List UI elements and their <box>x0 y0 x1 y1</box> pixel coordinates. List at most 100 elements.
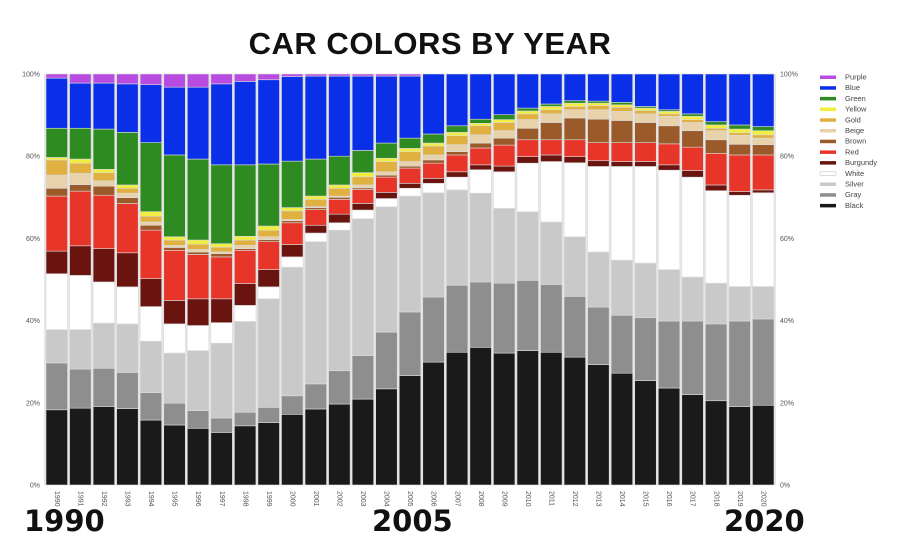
bar-segment-gold-1991 <box>69 162 92 174</box>
bar-segment-brown-1990 <box>45 187 68 197</box>
bar-segment-green-2005 <box>398 137 422 149</box>
bar-segment-yellow-2001 <box>304 195 327 200</box>
bar-segment-beige-1996 <box>186 249 210 253</box>
bar-segment-silver-2007 <box>446 189 469 286</box>
x-tick-label: 2006 <box>430 491 437 507</box>
bar-segment-brown-1991 <box>69 184 92 192</box>
bar-segment-white-2010 <box>516 162 539 212</box>
bar-segment-silver-2000 <box>281 266 304 397</box>
bar-segment-gold-1997 <box>210 246 233 253</box>
bar-segment-gray-2007 <box>446 284 469 353</box>
bar-segment-blue-1991 <box>69 82 92 129</box>
bar-segment-brown-2005 <box>398 165 422 169</box>
bar-segment-purple-1997 <box>210 73 233 85</box>
bar-segment-purple-1998 <box>234 73 257 82</box>
legend-label-black: Black <box>845 201 864 210</box>
bar-segment-burgundy-1992 <box>92 248 115 283</box>
bar-segment-black-2004 <box>375 388 398 486</box>
bar-segment-green-1998 <box>234 164 257 237</box>
bar-segment-silver-2008 <box>469 192 492 283</box>
bar-segment-beige-2017 <box>681 122 704 132</box>
legend-swatch-black <box>820 203 836 208</box>
x-tick-label: 1998 <box>241 491 248 507</box>
bar-segment-beige-2005 <box>398 161 422 167</box>
bar-segment-gray-2005 <box>398 311 422 376</box>
bar-segment-silver-2002 <box>328 229 351 372</box>
bar-segment-brown-2010 <box>516 127 539 141</box>
bar-segment-white-1996 <box>186 325 210 351</box>
bar-segment-burgundy-2011 <box>540 154 563 162</box>
bar-segment-silver-1995 <box>163 352 186 404</box>
bar-segment-blue-2019 <box>728 73 751 126</box>
bar-segment-brown-2020 <box>752 144 775 156</box>
bar-segment-blue-2000 <box>281 76 304 162</box>
bar-segment-brown-2007 <box>446 151 469 156</box>
bar-segment-yellow-1990 <box>45 157 68 161</box>
bar-segment-black-1991 <box>69 407 92 486</box>
legend-swatch-green <box>820 96 836 101</box>
bar-segment-gray-1992 <box>92 367 115 407</box>
bar-segment-gray-2016 <box>657 320 681 389</box>
bar-segment-blue-2002 <box>328 75 351 157</box>
bar-segment-gray-1998 <box>234 411 257 427</box>
bar-segment-black-2002 <box>328 403 351 486</box>
bar-segment-black-2019 <box>728 406 751 486</box>
bar-segment-silver-2012 <box>563 236 586 297</box>
bar-segment-gold-2016 <box>657 113 681 117</box>
bar-segment-gold-2014 <box>610 106 634 112</box>
bar-segment-beige-2014 <box>610 111 634 121</box>
x-tick-label: 2003 <box>359 491 366 507</box>
bar-segment-red-2009 <box>493 144 516 167</box>
x-tick-label: 2012 <box>571 491 578 507</box>
bar-segment-brown-2002 <box>328 197 351 200</box>
bar-segment-silver-2005 <box>398 195 422 313</box>
bar-segment-brown-1995 <box>163 247 186 251</box>
bar-segment-yellow-1999 <box>257 225 280 231</box>
bar-segment-silver-2015 <box>634 262 657 319</box>
annotation-mid-year: 2005 <box>372 504 453 538</box>
bar-segment-gray-1993 <box>116 372 139 409</box>
bar-segment-brown-2019 <box>728 143 751 156</box>
bar-segment-brown-2009 <box>493 137 516 146</box>
bar-segment-burgundy-2004 <box>375 192 398 199</box>
bar-segment-blue-2001 <box>304 75 327 160</box>
bar-segment-gray-2002 <box>328 370 351 405</box>
bar-segment-white-1991 <box>69 275 92 330</box>
bar-segment-yellow-2006 <box>422 142 445 147</box>
bar-segment-gold-2003 <box>351 176 374 186</box>
bar-segment-brown-2016 <box>657 125 681 145</box>
bar-segment-gray-2015 <box>634 317 657 381</box>
x-tick-label: 2013 <box>595 491 602 507</box>
y-tick-label-right: 0% <box>780 483 790 490</box>
bar-segment-red-2002 <box>328 199 351 215</box>
annotation-end-year: 2020 <box>724 504 805 538</box>
bar-segment-purple-2005 <box>398 73 422 77</box>
bar-segment-red-2016 <box>657 143 681 166</box>
bar-segment-silver-1990 <box>45 329 68 364</box>
bar-segment-white-2018 <box>705 190 728 284</box>
bar-segment-yellow-2015 <box>634 107 657 111</box>
bar-segment-red-2020 <box>752 154 775 191</box>
x-tick-label: 2018 <box>712 491 719 507</box>
x-tick-label: 2010 <box>524 491 531 507</box>
bar-segment-blue-1996 <box>186 86 210 160</box>
bar-segment-red-2001 <box>304 209 327 226</box>
bar-segment-burgundy-2017 <box>681 170 704 178</box>
bar-segment-gray-1997 <box>210 417 233 433</box>
x-tick-label: 2008 <box>477 491 484 507</box>
bar-segment-brown-2008 <box>469 142 492 149</box>
bar-segment-yellow-2000 <box>281 207 304 212</box>
bar-segment-white-1998 <box>234 305 257 322</box>
bar-segment-beige-1994 <box>139 221 163 226</box>
bar-segment-brown-1999 <box>257 239 280 242</box>
bar-segment-white-2011 <box>540 161 563 223</box>
bar-segment-burgundy-2015 <box>634 161 657 167</box>
bar-segment-black-1996 <box>186 427 210 486</box>
bar-segment-silver-2006 <box>422 192 445 298</box>
bar-segment-gold-1999 <box>257 229 280 238</box>
bar-segment-burgundy-1996 <box>186 298 210 326</box>
bar-segment-silver-1997 <box>210 342 233 419</box>
bar-segment-blue-1992 <box>92 82 115 130</box>
bar-segment-red-2007 <box>446 154 469 173</box>
bar-segment-gold-2008 <box>469 125 492 136</box>
